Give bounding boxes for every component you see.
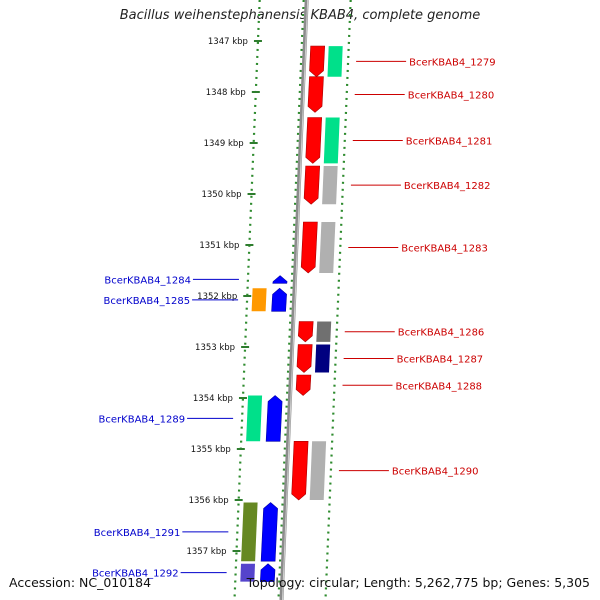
map-title: Bacillus weihenstephanensis KBAB4, compl… [119,8,481,23]
gene-arrow-plus [260,502,278,562]
scale-tick-label: 1356 kbp [189,496,229,506]
gene-category-block [315,344,331,373]
gene-arrow-plus [271,287,287,312]
gene-category-block [251,288,267,312]
scale-tick-label: 1357 kbp [186,547,226,557]
scale-tick-label: 1348 kbp [206,88,246,98]
scale-tick-label: 1351 kbp [199,241,239,251]
gene-label-plus: BcerKBAB4_1291 [94,528,181,539]
gene-label-minus: BcerKBAB4_1280 [408,91,495,102]
scale-tick-label: 1350 kbp [201,190,241,200]
genome-backbone [279,0,309,600]
gene-arrow-minus [300,221,318,274]
gene-label-minus: BcerKBAB4_1288 [395,381,482,392]
scale-tick-label: 1352 kbp [197,292,237,302]
gene-label-minus: BcerKBAB4_1287 [397,354,484,365]
gene-category-block [316,321,332,342]
gene-arrow-minus [297,321,314,343]
gene-arrow-minus [305,117,323,164]
gene-label-minus: BcerKBAB4_1283 [401,244,488,255]
scale-tick-label: 1354 kbp [193,394,233,404]
scale-tick-label: 1355 kbp [191,445,231,455]
gene-category-block [240,563,255,582]
gene-arrow-minus [296,344,313,373]
gene-label-minus: BcerKBAB4_1282 [404,181,491,192]
accession-text: Accession: NC_010184 [9,575,152,590]
scale-tick-label: 1347 kbp [208,37,248,47]
gene-category-block [246,395,263,442]
gene-label-plus: BcerKBAB4_1289 [99,414,186,425]
genome-backbone-highlight [281,0,309,600]
gene-category-block [319,222,336,273]
gene-arrow-plus [272,275,288,284]
gene-label-minus: BcerKBAB4_1290 [392,467,479,478]
gene-arrow-minus [307,76,324,113]
gene-category-block [241,502,258,562]
gene-label-plus: BcerKBAB4_1292 [92,569,179,580]
gene-label-plus: BcerKBAB4_1285 [104,296,191,307]
gene-category-block [327,46,343,77]
scale-tick-label: 1353 kbp [195,343,235,353]
gene-arrow-minus [291,440,309,501]
gene-category-block [322,166,338,205]
gene-arrow-minus [309,45,326,78]
gene-arrow-plus [259,563,276,582]
topology-text: Topology: circular; Length: 5,262,775 bp… [246,575,590,590]
gene-arrow-minus [295,374,312,396]
gene-category-block [309,441,327,500]
gene-label-minus: BcerKBAB4_1281 [406,136,493,147]
gene-arrow-minus [303,165,321,205]
track-guide-outer-right [324,0,352,600]
gene-label-minus: BcerKBAB4_1286 [398,328,485,339]
gene-category-block [323,117,340,164]
gene-label-plus: BcerKBAB4_1284 [104,275,191,286]
gene-label-minus: BcerKBAB4_1279 [409,57,496,68]
scale-tick-label: 1349 kbp [204,139,244,149]
gene-arrow-plus [265,395,283,442]
